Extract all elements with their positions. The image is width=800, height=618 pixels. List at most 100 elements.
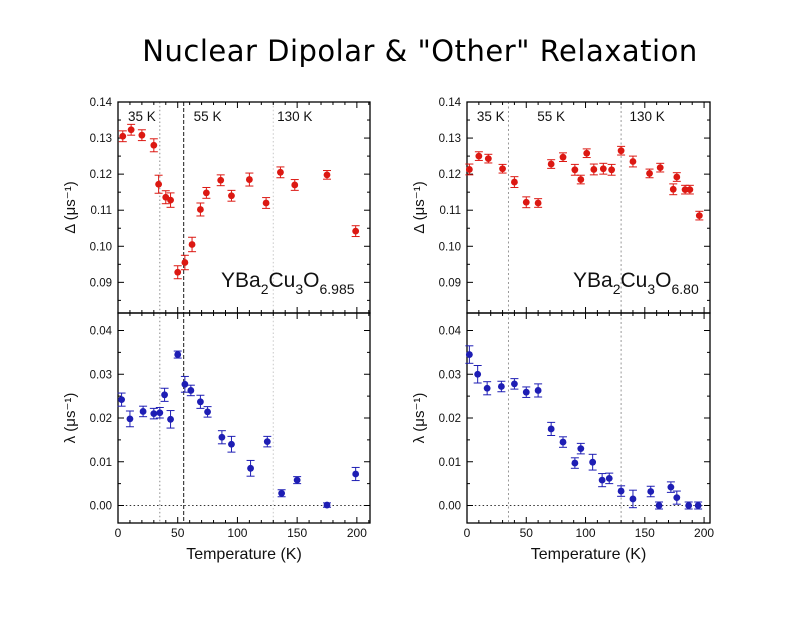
data-point [681,186,689,194]
data-point [323,171,331,179]
data-point [126,415,134,423]
data-point [534,199,542,207]
data-point [577,445,585,453]
y-tick-label: 0.01 [90,457,112,469]
data-point [228,192,235,200]
x-tick-label: 100 [227,526,247,540]
y-tick-label: 0.04 [439,326,462,338]
temperature-annotation: 55 K [194,109,222,124]
data-point [263,438,271,446]
data-point [174,268,182,276]
temperature-annotation: 35 K [128,109,156,124]
x-tick-label: 150 [635,526,655,540]
data-point [217,176,225,184]
data-point [511,178,518,186]
y-tick-label: 0.02 [90,413,112,425]
data-point [181,380,189,388]
lambda-panel-points [465,345,703,510]
panel-border [117,312,371,524]
delta-panel: 0.09 0.10 0.11 0.12 0.13 0.14 Δ (μs⁻¹) [62,97,371,314]
y-tick-label: 0.11 [439,205,461,217]
data-point [686,186,694,194]
data-point [669,185,677,193]
data-point [617,487,625,495]
data-point [247,464,254,472]
data-point [695,212,703,220]
data-point [646,170,653,177]
data-point [571,459,579,467]
x-tick-label: 200 [694,526,714,540]
delta-panel-points [465,145,704,221]
data-point [277,168,284,176]
data-point [656,164,664,172]
data-point [138,131,146,139]
temperature-annotation: 35 K [477,109,505,124]
chart-column-left: 0.09 0.10 0.11 0.12 0.13 0.14 Δ (μs⁻¹) 0.00 0.01… [62,97,371,563]
x-tick-label: 50 [171,526,185,540]
data-point [197,398,204,406]
y-tick-label: 0.02 [439,413,461,425]
data-point [156,409,164,417]
y-tick-label: 0.00 [90,501,112,513]
data-point [617,147,625,155]
data-point [150,410,158,418]
data-point [655,502,663,509]
y-tick-label: 0.11 [90,205,112,217]
data-point [187,387,195,394]
data-point [202,189,210,197]
data-point [278,489,286,497]
data-point [559,153,567,161]
x-tick-label: 100 [576,526,596,540]
data-point [534,387,542,394]
temperature-annotation: 130 K [630,109,665,124]
data-point [694,502,702,509]
y-tick-label: 0.13 [90,133,112,145]
y-tick-label: 0.12 [439,169,461,181]
data-point [667,483,675,491]
temperature-annotation: 130 K [277,109,312,124]
data-point [181,259,189,266]
data-point [589,458,597,466]
data-point [118,396,125,404]
data-point [605,474,613,482]
compound-formula: YBa2Cu3O6.985 [221,269,355,297]
data-point [608,166,616,174]
lambda-panel: 0.00 0.01 0.02 0.03 0.04 0 50 100 150 200 λ (μs⁻¹) [411,312,714,540]
data-point [293,476,301,484]
x-axis-title: Temperature (K) [186,546,302,563]
y-tick-label: 0.09 [90,277,112,289]
data-point [167,196,174,204]
data-point [119,132,127,140]
data-point [673,494,681,502]
x-tick-label: 0 [464,526,471,540]
data-point [571,166,579,174]
data-point [465,166,473,173]
data-point [685,502,693,509]
data-point [291,181,299,189]
lambda-panel: 0.00 0.01 0.02 0.03 0.04 0 50 100 150 200 λ (μs⁻¹) [62,312,371,540]
data-point [577,176,585,183]
y-axis-title: Δ (μs⁻¹) [62,181,79,233]
data-point [629,495,637,503]
y-tick-label: 0.03 [439,369,461,381]
data-point [218,433,226,441]
data-point [559,438,567,446]
y-tick-label: 0.10 [90,241,112,253]
data-point [197,206,204,213]
y-tick-label: 0.14 [439,97,462,109]
compound-formula: YBa2Cu3O6.80 [573,269,699,297]
data-point [262,199,270,207]
data-point [465,351,473,358]
y-tick-label: 0.03 [90,369,112,381]
data-point [484,155,492,163]
y-tick-label: 0.00 [439,501,461,513]
x-tick-label: 200 [347,526,367,540]
data-point [150,141,158,149]
data-point [245,176,253,183]
data-point [155,180,163,188]
data-point [499,165,506,173]
y-tick-label: 0.13 [439,133,461,145]
chart-column-right: 0.09 0.10 0.11 0.12 0.13 0.14 Δ (μs⁻¹) 0.00 0.01… [411,97,714,563]
lambda-panel-points [117,350,360,509]
